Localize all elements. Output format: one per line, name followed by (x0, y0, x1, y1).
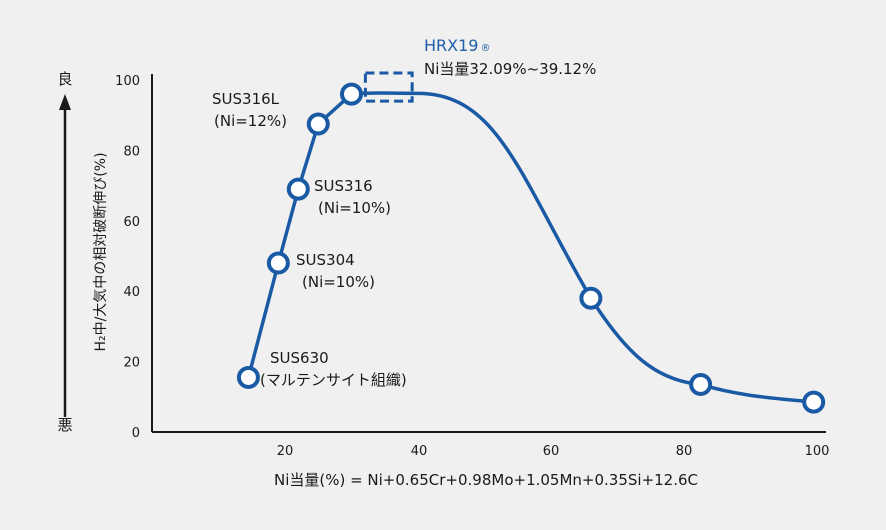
data-point-5 (340, 82, 363, 106)
x-tick-label: 100 (805, 444, 830, 459)
annotation-sus304-name: SUS304 (296, 251, 355, 269)
annotation-sus316l-detail: (Ni=12%) (214, 112, 287, 130)
annotation-sus630-detail: (マルテンサイト組織) (260, 371, 407, 389)
annotation-sus316: SUS316 (Ni=10%) (314, 177, 391, 217)
data-point-7 (689, 372, 713, 396)
y-tick-labels: 0 20 40 60 80 100 (115, 74, 140, 441)
y-tick-label: 80 (123, 144, 140, 159)
x-tick-label: 40 (411, 444, 428, 459)
annotation-sus304-detail: (Ni=10%) (302, 273, 375, 291)
y-good-label: 良 (57, 70, 72, 88)
annotation-sus630-name: SUS630 (270, 349, 329, 367)
y-tick-label: 20 (123, 356, 140, 371)
data-point-4 (306, 112, 330, 136)
y-tick-label: 100 (115, 74, 140, 89)
y-direction-arrow-head (59, 94, 71, 110)
y-tick-label: 0 (132, 426, 140, 441)
hrx19-title-text: HRX19 (424, 36, 478, 55)
data-point-3 (286, 177, 310, 201)
registered-mark: ® (480, 43, 490, 54)
x-tick-label: 60 (543, 444, 560, 459)
y-direction-indicator: 良 悪 (57, 70, 72, 434)
x-tick-label: 20 (277, 444, 294, 459)
y-tick-label: 60 (123, 215, 140, 230)
annotation-sus316l: SUS316L (Ni=12%) (212, 90, 287, 130)
y-axis-title: H₂中/大気中の相対破断伸び(%) (93, 152, 109, 351)
annotation-hrx19-range: Ni当量32.09%~39.12% (424, 60, 596, 78)
x-tick-labels: 20 40 60 80 100 (277, 444, 830, 459)
annotation-hrx19: HRX19 ® Ni当量32.09%~39.12% (424, 36, 596, 78)
annotation-sus304: SUS304 (Ni=10%) (296, 251, 375, 291)
annotation-sus630: SUS630 (マルテンサイト組織) (260, 349, 407, 389)
data-points (236, 82, 826, 414)
y-bad-label: 悪 (57, 416, 72, 434)
x-axis-title: Ni当量(%) = Ni+0.65Cr+0.98Mo+1.05Mn+0.35Si… (274, 471, 698, 489)
y-tick-label: 40 (123, 285, 140, 300)
annotation-sus316-detail: (Ni=10%) (318, 199, 391, 217)
hrx19-range-box (363, 71, 414, 103)
annotation-sus316-name: SUS316 (314, 177, 373, 195)
data-point-2 (266, 251, 290, 275)
x-tick-label: 80 (676, 444, 693, 459)
series-line (246, 91, 816, 404)
data-point-8 (802, 390, 826, 414)
data-point-1 (236, 365, 260, 389)
annotation-sus316l-name: SUS316L (212, 90, 280, 108)
data-point-6 (579, 286, 603, 310)
annotation-hrx19-title: HRX19 ® (424, 36, 490, 55)
